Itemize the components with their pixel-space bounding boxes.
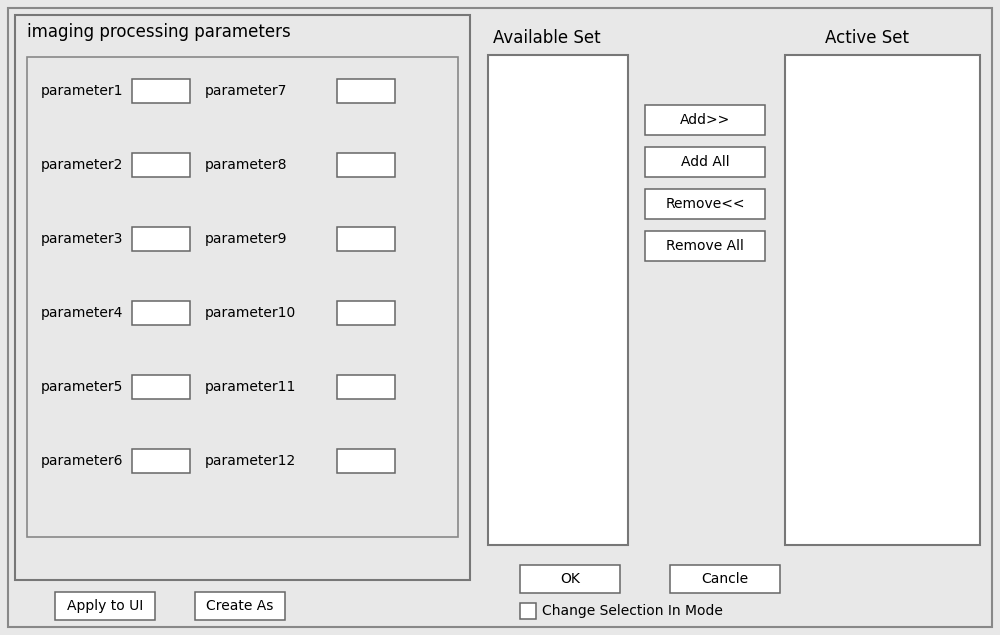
Bar [645,105,765,135]
Bar [645,189,765,219]
Text: parameter1: parameter1 [41,84,124,98]
Text: parameter12: parameter12 [205,454,296,468]
Text: parameter7: parameter7 [205,84,287,98]
Bar [132,449,190,473]
Bar [132,375,190,399]
Text: Available Set: Available Set [493,29,601,47]
Bar [337,301,395,325]
Text: parameter4: parameter4 [41,306,123,320]
Bar [132,301,190,325]
Bar [337,153,395,177]
Text: OK: OK [560,572,580,586]
Bar [337,227,395,251]
Text: Remove<<: Remove<< [665,197,745,211]
Bar [195,592,285,620]
Text: parameter2: parameter2 [41,158,123,172]
Bar [337,375,395,399]
Text: Apply to UI: Apply to UI [67,599,143,613]
Bar [27,57,458,537]
Text: imaging processing parameters: imaging processing parameters [27,23,291,41]
Text: parameter8: parameter8 [205,158,288,172]
Text: Add All: Add All [681,155,729,169]
Bar [670,565,780,593]
Bar [55,592,155,620]
Text: Add>>: Add>> [680,113,730,127]
Bar [520,565,620,593]
Text: parameter3: parameter3 [41,232,123,246]
Bar [645,147,765,177]
Bar [132,227,190,251]
Text: Create As: Create As [206,599,274,613]
Text: Remove All: Remove All [666,239,744,253]
Text: parameter5: parameter5 [41,380,123,394]
Text: parameter6: parameter6 [41,454,124,468]
Text: parameter10: parameter10 [205,306,296,320]
Text: parameter11: parameter11 [205,380,296,394]
Bar [488,55,628,545]
Text: Change Selection In Mode: Change Selection In Mode [542,604,723,618]
Text: Cancle: Cancle [701,572,749,586]
Bar [645,231,765,261]
Bar [132,79,190,103]
Text: parameter9: parameter9 [205,232,288,246]
Bar [337,449,395,473]
Bar [132,153,190,177]
Bar [520,603,536,619]
Bar [785,55,980,545]
Bar [337,79,395,103]
Bar [15,15,470,580]
Text: Active Set: Active Set [825,29,909,47]
